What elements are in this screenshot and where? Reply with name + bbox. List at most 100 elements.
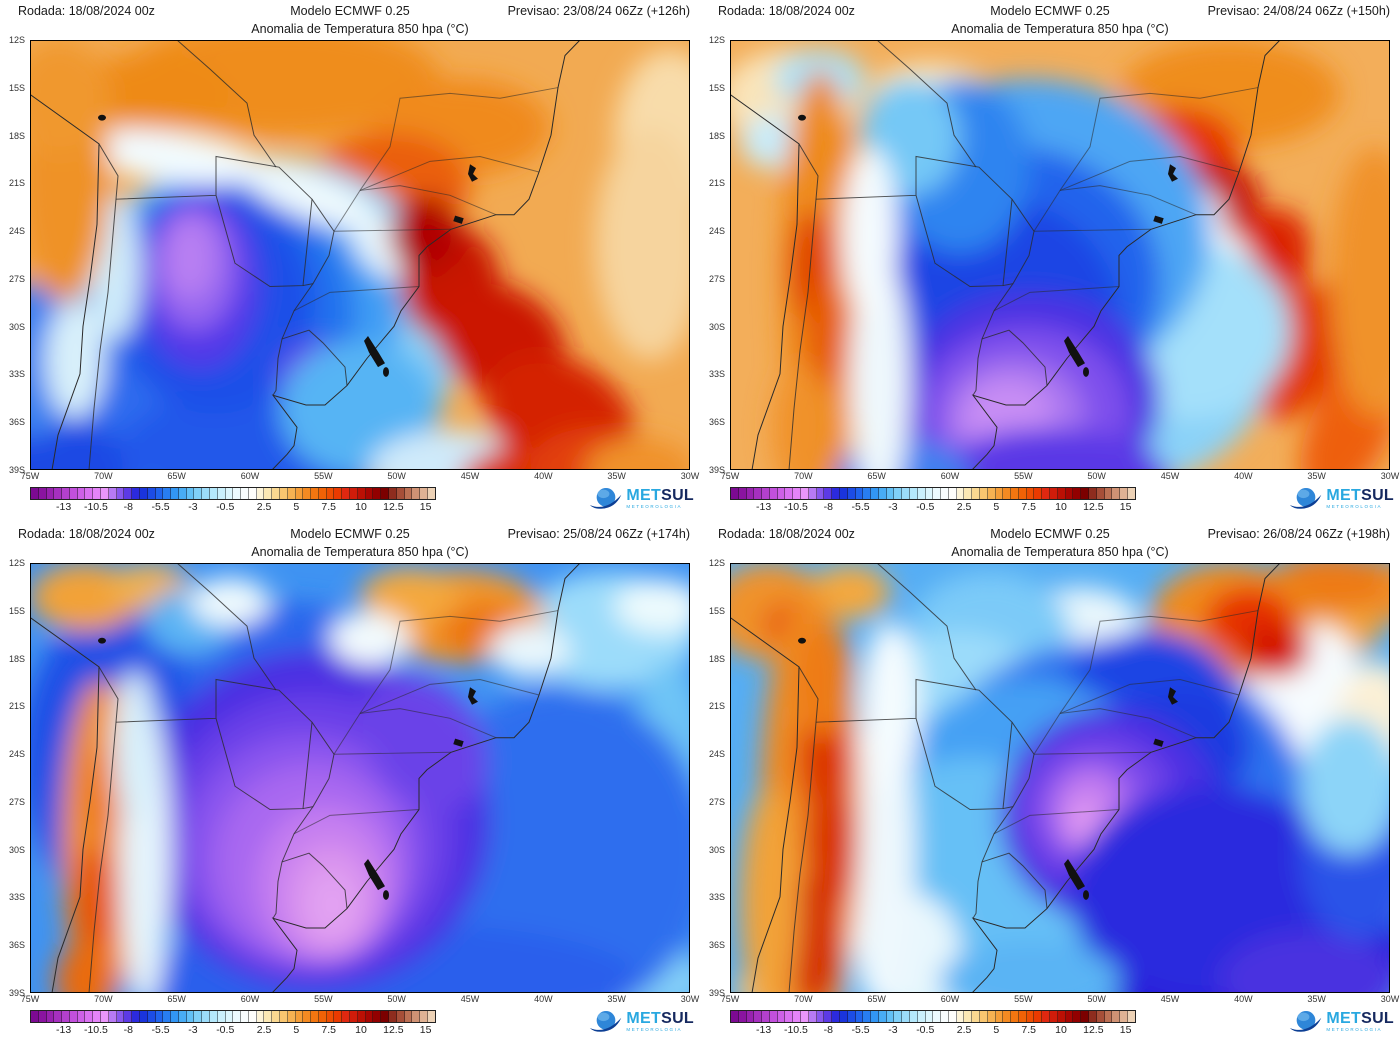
lat-tick-label: 21S (8, 178, 25, 189)
colorbar-cell (303, 488, 312, 499)
run-label: Rodada: 18/08/2024 00z (718, 527, 855, 541)
colorbar-cell (334, 1011, 343, 1022)
colorbar-cell (925, 1011, 934, 1022)
logo-met: MET (1326, 487, 1362, 505)
colorbar-tick: 12.5 (1083, 1024, 1104, 1036)
lat-axis: 12S 15S 18S 21S 24S 27S 30S 33S 36S 39S (701, 35, 728, 475)
forecast-panel-1: Rodada: 18/08/2024 00z Modelo ECMWF 0.25… (0, 0, 700, 523)
colorbar-cell (124, 1011, 133, 1022)
colorbar-cell (785, 488, 794, 499)
lon-tick-label: 65W (867, 994, 886, 1004)
colorbar-cell (396, 488, 405, 499)
lon-tick-label: 70W (94, 994, 113, 1004)
lat-tick-label: 15S (8, 605, 25, 616)
colorbar-cell (139, 488, 148, 499)
colorbar-cell (373, 1011, 382, 1022)
logo-sul: SUL (661, 487, 694, 505)
lon-tick-label: 40W (534, 471, 553, 481)
model-label: Modelo ECMWF 0.25 (290, 527, 410, 541)
lon-tick-label: 55W (314, 471, 333, 481)
colorbar-cell (1096, 1011, 1105, 1022)
colorbar-cell (209, 488, 218, 499)
valid-time-label: Previsao: 24/08/24 06Zz (+150h) (1207, 4, 1390, 18)
colorbar-cell (373, 488, 382, 499)
lat-tick-label: 39S (8, 988, 25, 998)
logo-subtitle: METEOROLOGIA (626, 504, 683, 510)
colorbar-cell (878, 488, 887, 499)
lon-tick-label: 40W (534, 994, 553, 1004)
colorbar-cell (1026, 488, 1035, 499)
lon-tick-label: 45W (1160, 994, 1180, 1004)
colorbar-cell (241, 488, 249, 499)
colorbar-cell (956, 1011, 965, 1022)
colorbar-cell (62, 488, 70, 499)
colorbar-cell (264, 488, 273, 499)
colorbar-cell (948, 1011, 957, 1022)
colorbar-tick: 5 (293, 501, 300, 513)
model-label: Modelo ECMWF 0.25 (990, 527, 1110, 541)
colorbar-cell (956, 488, 965, 499)
colorbar-cell (1073, 1011, 1082, 1022)
colorbar-cell (38, 1011, 47, 1022)
colorbar-tick: 7.5 (1021, 1024, 1036, 1036)
colorbar-cell (155, 1011, 164, 1022)
valid-time-label: Previsao: 26/08/24 06Zz (+198h) (1207, 527, 1390, 541)
colorbar-cell (933, 1011, 942, 1022)
colorbar-cell (202, 1011, 210, 1022)
lon-tick-label: 30W (1380, 471, 1400, 481)
colorbar-tick: -8 (823, 501, 833, 513)
colorbar-tick: 10 (1055, 501, 1067, 513)
colorbar-cell (311, 488, 319, 499)
colorbar-cell (318, 1011, 327, 1022)
map-area: 12S 15S 18S 21S 24S 27S 30S 33S 36S 39S 75W 70W 65W… (9, 558, 699, 1004)
lat-tick-label: 15S (708, 605, 725, 616)
colorbar-cell (1104, 1011, 1113, 1022)
logo-met: MET (626, 487, 662, 505)
lat-tick-label: 18S (708, 130, 725, 141)
colorbar-cell (163, 488, 172, 499)
colorbar-cell (155, 488, 164, 499)
colorbar-cell (209, 1011, 218, 1022)
lon-tick-label: 30W (680, 994, 700, 1004)
colorbar-cell (1120, 488, 1128, 499)
colorbar-tick: 5 (293, 1024, 300, 1036)
colorbar-cell (101, 488, 109, 499)
colorbar-cell (163, 1011, 172, 1022)
forecast-panel-3: Rodada: 18/08/2024 00z Modelo ECMWF 0.25… (0, 523, 700, 1046)
colorbar-cell (855, 488, 864, 499)
colorbar-cell (738, 1011, 747, 1022)
colorbar-cell (1034, 1011, 1043, 1022)
colorbar-tick: 7.5 (1021, 501, 1036, 513)
lon-tick-label: 35W (607, 994, 626, 1004)
colorbar-cell (925, 488, 934, 499)
lon-axis: 75W 70W 65W 60W 55W 50W 45W 40W 35W 30W (721, 470, 1400, 482)
colorbar-cell (1081, 1011, 1089, 1022)
lon-tick-label: 75W (720, 994, 740, 1004)
map-area: 12S 15S 18S 21S 24S 27S 30S 33S 36S 39S 75W 70W 65W… (709, 558, 1399, 1004)
forecast-panel-4: Rodada: 18/08/2024 00z Modelo ECMWF 0.25… (700, 523, 1400, 1046)
colorbar-cell (816, 488, 825, 499)
lat-tick-label: 36S (708, 940, 725, 951)
colorbar-tick: 10 (355, 1024, 367, 1036)
colorbar-cell (248, 488, 257, 499)
colorbar-cell (933, 488, 942, 499)
colorbar: -13 -10.5 -8 -5.5 -3 -0.5 2.5 5 7.5 10 12.5 15 (730, 487, 1136, 515)
lon-tick-label: 35W (1307, 994, 1326, 1004)
colorbar-cell (93, 488, 102, 499)
colorbar-cell (147, 488, 156, 499)
colorbar-cell (287, 1011, 296, 1022)
colorbar-cell (1011, 488, 1019, 499)
colorbar-tick: -3 (188, 501, 198, 513)
colorbar-cell (917, 1011, 926, 1022)
lat-axis: 12S 15S 18S 21S 24S 27S 30S 33S 36S 39S (1, 35, 28, 475)
map-title: Anomalia de Temperatura 850 hpa (°C) (251, 545, 469, 559)
model-label: Modelo ECMWF 0.25 (290, 4, 410, 18)
colorbar-tick: -13 (756, 1024, 772, 1036)
lat-tick-label: 33S (708, 369, 725, 380)
colorbar-cell (769, 488, 778, 499)
colorbar-cell (287, 488, 296, 499)
lat-tick-label: 12S (708, 35, 725, 45)
lon-tick-label: 60W (940, 994, 960, 1004)
logo-met: MET (1326, 1010, 1362, 1028)
lat-tick-label: 24S (708, 749, 725, 760)
